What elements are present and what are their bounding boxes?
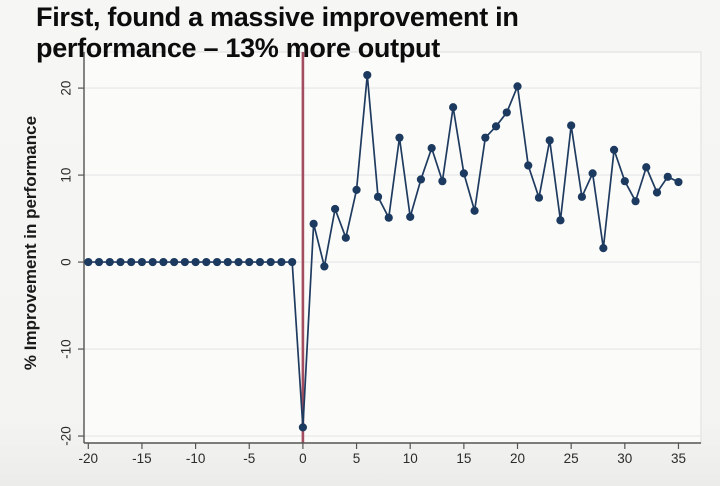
data-point-x-7: [223, 257, 232, 267]
data-point-x10: [406, 212, 415, 221]
data-point-x-18: [105, 257, 114, 267]
data-point-x-16: [127, 257, 136, 267]
data-point-x-17: [116, 257, 125, 267]
data-point-x17: [481, 133, 490, 142]
data-point-x1: [309, 219, 318, 228]
data-point-x-8: [212, 257, 222, 267]
data-point-x18: [491, 122, 501, 131]
data-point-x22: [534, 193, 544, 202]
y-tick-label--10: -10: [59, 339, 74, 359]
data-point-x32: [642, 163, 651, 172]
data-point-x34: [663, 172, 672, 181]
data-point-x-5: [245, 257, 254, 267]
slide-title-line2: performance – 13% more output: [36, 33, 440, 63]
data-point-x0: [298, 423, 308, 432]
data-point-x9: [395, 133, 404, 142]
data-point-x3: [330, 204, 340, 214]
x-tick-label-25: 25: [564, 451, 579, 466]
data-point-x20: [513, 82, 522, 91]
data-point-x-1: [288, 257, 297, 267]
data-point-x5: [352, 185, 361, 194]
data-point-x7: [373, 192, 383, 201]
y-tick-label-20: 20: [59, 81, 74, 96]
data-point-x-3: [266, 257, 275, 267]
data-point-x6: [363, 70, 372, 80]
data-point-x30: [620, 177, 629, 186]
data-point-x27: [588, 169, 597, 178]
data-point-x-11: [180, 257, 189, 267]
data-point-x-14: [148, 257, 157, 267]
data-point-x-9: [202, 257, 211, 267]
data-point-x15: [459, 169, 468, 178]
data-point-x-20: [84, 257, 93, 267]
x-tick-label-35: 35: [671, 451, 686, 466]
data-point-x-19: [94, 257, 104, 267]
slide-title-line1: First, found a massive improvement in: [36, 2, 519, 32]
data-point-x35: [674, 177, 683, 187]
data-point-x23: [545, 136, 554, 145]
y-axis-title: % Improvement in performance: [21, 115, 40, 371]
x-tick-label-15: 15: [456, 451, 471, 466]
y-tick-label-10: 10: [59, 168, 74, 183]
data-point-x-6: [234, 257, 243, 267]
data-point-x24: [556, 216, 565, 225]
x-tick-label-20: 20: [510, 451, 525, 466]
data-point-x-4: [255, 257, 265, 267]
x-tick-label--15: -15: [132, 451, 152, 466]
data-point-x2: [320, 262, 329, 271]
data-point-x16: [470, 206, 479, 215]
data-point-x-10: [191, 257, 200, 267]
x-tick-label--10: -10: [186, 451, 206, 466]
data-point-x-12: [170, 257, 179, 267]
x-tick-label-0: 0: [299, 451, 307, 466]
data-point-x31: [631, 197, 640, 206]
data-point-x13: [438, 177, 447, 186]
x-tick-label-5: 5: [353, 451, 361, 466]
data-point-x4: [341, 233, 350, 242]
data-point-x12: [427, 144, 436, 153]
y-tick-label--20: -20: [59, 426, 74, 446]
data-point-x8: [384, 213, 393, 222]
data-point-x14: [449, 103, 458, 112]
data-point-x33: [652, 188, 662, 197]
x-tick-label-30: 30: [617, 451, 632, 466]
data-point-x26: [577, 192, 586, 201]
data-point-x29: [609, 145, 619, 154]
data-point-x11: [416, 175, 426, 184]
data-point-x-15: [137, 257, 147, 267]
x-tick-label--20: -20: [79, 451, 99, 466]
data-point-x25: [567, 121, 576, 130]
data-point-x19: [502, 108, 511, 117]
x-tick-label--5: -5: [243, 451, 255, 466]
slide-title: First, found a massive improvement in per…: [36, 2, 519, 64]
data-point-x21: [524, 161, 533, 170]
plot-area: [83, 51, 702, 444]
data-point-x-2: [277, 257, 286, 267]
x-tick-label-10: 10: [403, 451, 418, 466]
y-tick-label-0: 0: [59, 258, 74, 266]
data-point-x-13: [159, 257, 168, 267]
data-point-x28: [599, 244, 608, 253]
